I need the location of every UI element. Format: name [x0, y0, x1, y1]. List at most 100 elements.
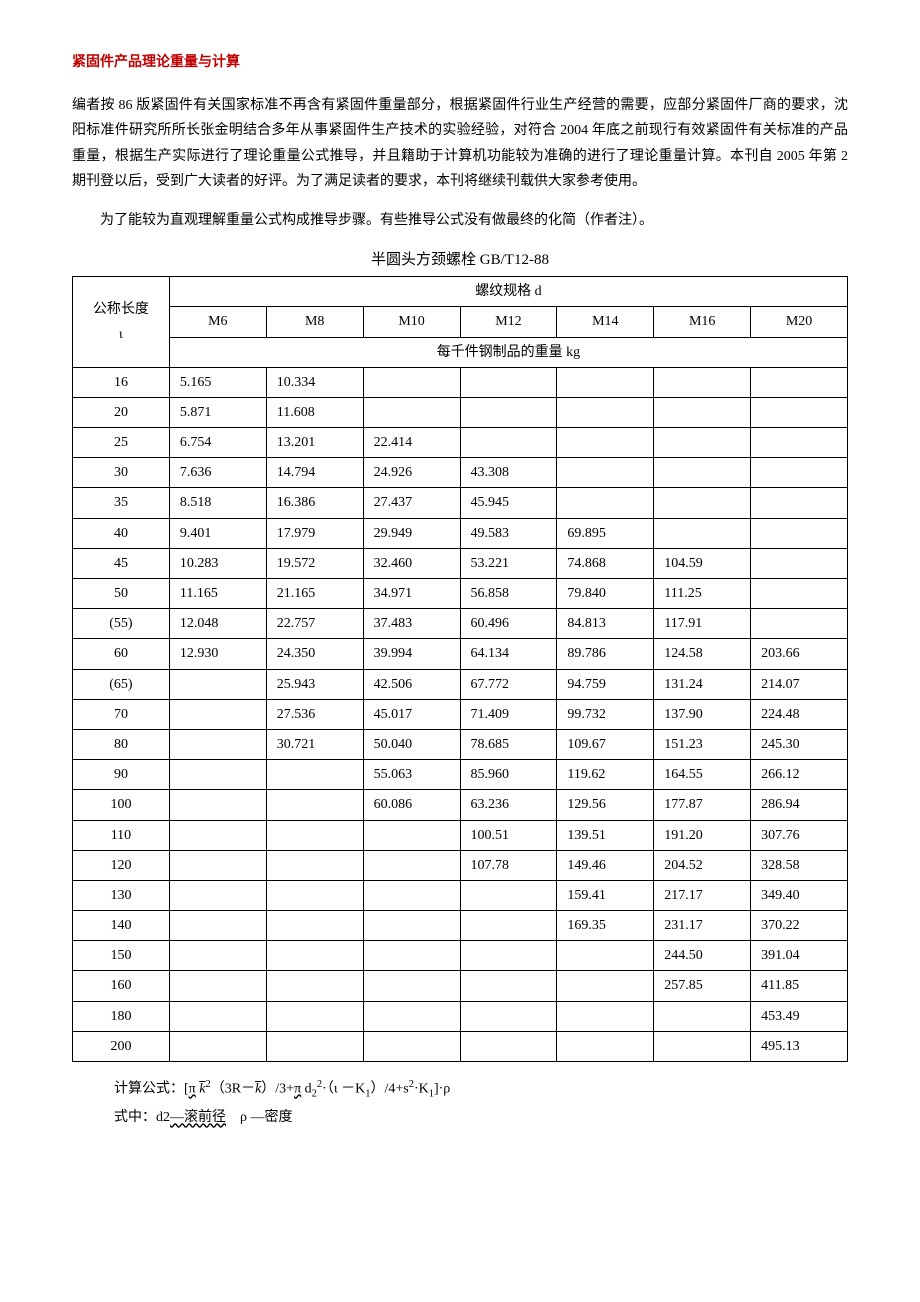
table-row: 6012.93024.35039.99464.13489.786124.5820…: [73, 639, 848, 669]
f2-gap: [226, 1110, 240, 1125]
value-cell: [751, 458, 848, 488]
length-cell: 100: [73, 790, 170, 820]
value-cell: 19.572: [266, 548, 363, 578]
formula-prefix: 计算公式：[: [114, 1082, 189, 1097]
value-cell: [654, 1001, 751, 1031]
value-cell: [169, 941, 266, 971]
value-cell: 21.165: [266, 579, 363, 609]
value-cell: 164.55: [654, 760, 751, 790]
value-cell: 217.17: [654, 880, 751, 910]
value-cell: [460, 911, 557, 941]
value-cell: 117.91: [654, 609, 751, 639]
value-cell: [266, 941, 363, 971]
value-cell: [363, 397, 460, 427]
table-row: 307.63614.79424.92643.308: [73, 458, 848, 488]
value-cell: [460, 1031, 557, 1061]
weight-table: 公称长度 ι 螺纹规格 d M6M8M10M12M14M16M20 每千件钢制品…: [72, 276, 848, 1062]
table-row: 205.87111.608: [73, 397, 848, 427]
value-cell: 131.24: [654, 669, 751, 699]
value-cell: [557, 1031, 654, 1061]
value-cell: 203.66: [751, 639, 848, 669]
header-unit: 每千件钢制品的重量 kg: [169, 337, 847, 367]
f2-b: —滚前径: [170, 1110, 226, 1125]
value-cell: 214.07: [751, 669, 848, 699]
value-cell: [266, 971, 363, 1001]
table-row: 5011.16521.16534.97156.85879.840111.25: [73, 579, 848, 609]
value-cell: 204.52: [654, 850, 751, 880]
table-row: 150244.50391.04: [73, 941, 848, 971]
value-cell: [363, 850, 460, 880]
value-cell: 224.48: [751, 699, 848, 729]
value-cell: 6.754: [169, 428, 266, 458]
value-cell: [266, 850, 363, 880]
value-cell: [266, 1001, 363, 1031]
value-cell: [557, 941, 654, 971]
value-cell: 139.51: [557, 820, 654, 850]
value-cell: [460, 428, 557, 458]
value-cell: 64.134: [460, 639, 557, 669]
corner-label-1: 公称长度: [93, 302, 149, 317]
value-cell: 11.165: [169, 579, 266, 609]
value-cell: [751, 579, 848, 609]
length-cell: 150: [73, 941, 170, 971]
value-cell: 257.85: [654, 971, 751, 1001]
length-cell: 160: [73, 971, 170, 1001]
value-cell: [169, 1031, 266, 1061]
value-cell: 13.201: [266, 428, 363, 458]
value-cell: [169, 850, 266, 880]
value-cell: 151.23: [654, 729, 751, 759]
value-cell: [557, 488, 654, 518]
value-cell: 27.437: [363, 488, 460, 518]
value-cell: 55.063: [363, 760, 460, 790]
length-cell: 50: [73, 579, 170, 609]
col-header: M12: [460, 307, 557, 337]
value-cell: 99.732: [557, 699, 654, 729]
value-cell: [460, 941, 557, 971]
value-cell: [654, 1031, 751, 1061]
length-cell: 130: [73, 880, 170, 910]
value-cell: 22.414: [363, 428, 460, 458]
value-cell: [169, 760, 266, 790]
value-cell: [557, 397, 654, 427]
value-cell: [654, 428, 751, 458]
value-cell: 453.49: [751, 1001, 848, 1031]
value-cell: 8.518: [169, 488, 266, 518]
value-cell: 14.794: [266, 458, 363, 488]
length-cell: 90: [73, 760, 170, 790]
paragraph-note: 为了能较为直观理解重量公式构成推导步骤。有些推导公式没有做最终的化简（作者注）。: [72, 208, 848, 233]
f-lp: （3R－: [211, 1082, 255, 1097]
value-cell: 119.62: [557, 760, 654, 790]
value-cell: 12.930: [169, 639, 266, 669]
value-cell: 245.30: [751, 729, 848, 759]
value-cell: 89.786: [557, 639, 654, 669]
header-columns-row: M6M8M10M12M14M16M20: [73, 307, 848, 337]
table-row: 358.51816.38627.43745.945: [73, 488, 848, 518]
value-cell: [654, 518, 751, 548]
f2-a: 式中：d2: [114, 1110, 170, 1125]
length-cell: 45: [73, 548, 170, 578]
table-row: 7027.53645.01771.40999.732137.90224.48: [73, 699, 848, 729]
value-cell: [751, 397, 848, 427]
value-cell: 100.51: [460, 820, 557, 850]
value-cell: 79.840: [557, 579, 654, 609]
table-row: (65)25.94342.50667.77294.759131.24214.07: [73, 669, 848, 699]
value-cell: [363, 880, 460, 910]
header-thread-spec: 螺纹规格 d: [169, 277, 847, 307]
value-cell: 24.926: [363, 458, 460, 488]
f-mid2: ）/4+: [370, 1082, 403, 1097]
f2-c: ρ —密度: [240, 1110, 293, 1125]
col-header: M14: [557, 307, 654, 337]
value-cell: [751, 609, 848, 639]
value-cell: 244.50: [654, 941, 751, 971]
table-row: 140169.35231.17370.22: [73, 911, 848, 941]
value-cell: 266.12: [751, 760, 848, 790]
f-tail: ]·ρ: [434, 1082, 450, 1097]
col-header: M20: [751, 307, 848, 337]
table-title: 半圆头方颈螺栓 GB/T12-88: [72, 247, 848, 274]
value-cell: [654, 488, 751, 518]
value-cell: [266, 911, 363, 941]
length-cell: 80: [73, 729, 170, 759]
value-cell: 129.56: [557, 790, 654, 820]
value-cell: [751, 518, 848, 548]
value-cell: [654, 458, 751, 488]
